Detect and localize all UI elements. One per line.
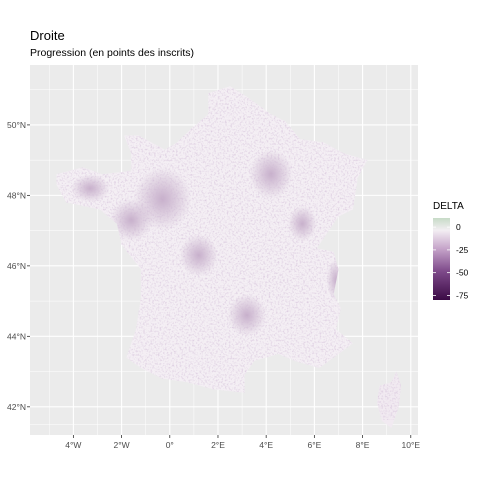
y-tick-label: 42°N [7,402,26,412]
x-tick-label: 6°E [307,440,321,450]
x-tick-label: 10°E [402,440,421,450]
legend-tick-label: -75 [456,290,469,300]
legend: DELTA 0 -25 -50 -75 [433,201,469,300]
x-tick-label: 8°E [356,440,370,450]
legend-tick-label: 0 [456,222,461,232]
x-tick-label: 4°W [65,440,81,450]
legend-tick-label: -25 [456,245,469,255]
map-subtitle: Progression (en points des inscrits) [30,47,194,59]
legend-title: DELTA [433,201,464,212]
y-tick-label: 48°N [7,190,26,200]
x-tick-label: 4°E [259,440,273,450]
y-tick-label: 44°N [7,331,26,341]
x-axis: 4°W 2°W 0° 2°E 4°E 6°E 8°E 10°E [65,435,420,450]
y-tick-label: 46°N [7,261,26,271]
x-tick-label: 2°W [113,440,129,450]
legend-tick-label: -50 [456,268,469,278]
y-axis: 50°N 48°N 46°N 44°N 42°N [7,120,30,412]
legend-ticks: 0 -25 -50 -75 [433,222,469,300]
map-title: Droite [30,28,65,43]
x-tick-label: 0° [166,440,174,450]
legend-colorbar [433,218,450,300]
y-tick-label: 50°N [7,120,26,130]
x-tick-label: 2°E [211,440,225,450]
